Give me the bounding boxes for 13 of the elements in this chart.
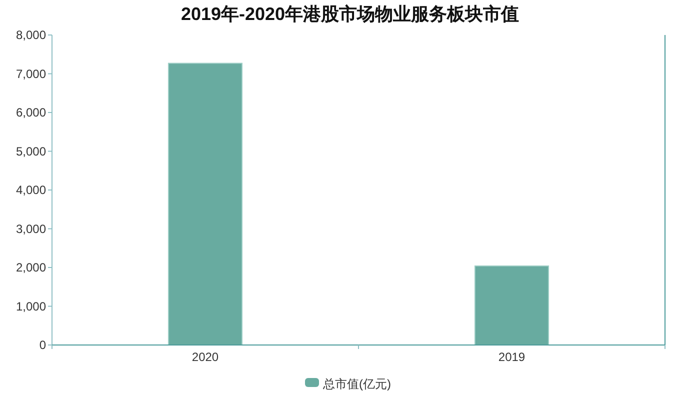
y-tick-label: 7,000 [16, 66, 46, 81]
y-tick-label: 1,000 [16, 299, 46, 314]
chart-title: 2019年-2020年港股市场物业服务板块市值 [180, 4, 520, 24]
x-tick-label: 2020 [192, 350, 219, 364]
x-tick-label: 2019 [498, 350, 526, 364]
y-tick-label: 5,000 [16, 144, 46, 158]
y-tick-label: 6,000 [16, 106, 46, 120]
y-tick-label: 2,000 [16, 260, 46, 274]
legend-label: 总市值(亿元) [322, 377, 391, 391]
y-tick-label: 8,000 [16, 28, 46, 42]
y-tick-label: 3,000 [16, 222, 46, 236]
y-tick-label: 4,000 [16, 183, 46, 197]
y-tick-label: 0 [39, 338, 46, 352]
